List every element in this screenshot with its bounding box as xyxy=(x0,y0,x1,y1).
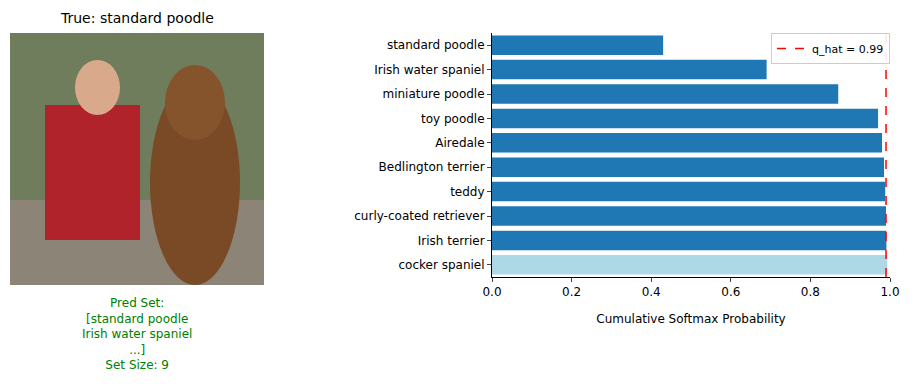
svg-text:Bedlington terrier: Bedlington terrier xyxy=(379,160,485,174)
svg-text:Cumulative Softmax Probability: Cumulative Softmax Probability xyxy=(596,312,785,326)
svg-text:curly-coated retriever: curly-coated retriever xyxy=(354,209,484,223)
svg-text:Pred Set:[standard poodleIrish: Pred Set:[standard poodleIrish water spa… xyxy=(82,296,192,372)
svg-text:True: standard poodle: True: standard poodle xyxy=(60,10,214,26)
svg-text:Airedale: Airedale xyxy=(435,136,484,150)
svg-text:0.0: 0.0 xyxy=(482,285,501,299)
svg-text:teddy: teddy xyxy=(450,185,484,199)
svg-text:0.2: 0.2 xyxy=(562,285,581,299)
svg-text:0.8: 0.8 xyxy=(801,285,820,299)
svg-text:0.4: 0.4 xyxy=(642,285,661,299)
svg-text:q_hat = 0.99: q_hat = 0.99 xyxy=(812,43,883,56)
svg-text:Irish terrier: Irish terrier xyxy=(418,234,485,248)
svg-text:miniature poodle: miniature poodle xyxy=(382,87,484,101)
svg-text:0.6: 0.6 xyxy=(721,285,740,299)
svg-text:Irish water spaniel: Irish water spaniel xyxy=(374,63,484,77)
svg-text:toy poodle: toy poodle xyxy=(421,112,485,126)
svg-text:standard poodle: standard poodle xyxy=(387,38,485,52)
svg-text:1.0: 1.0 xyxy=(880,285,899,299)
svg-text:cocker spaniel: cocker spaniel xyxy=(399,258,485,272)
